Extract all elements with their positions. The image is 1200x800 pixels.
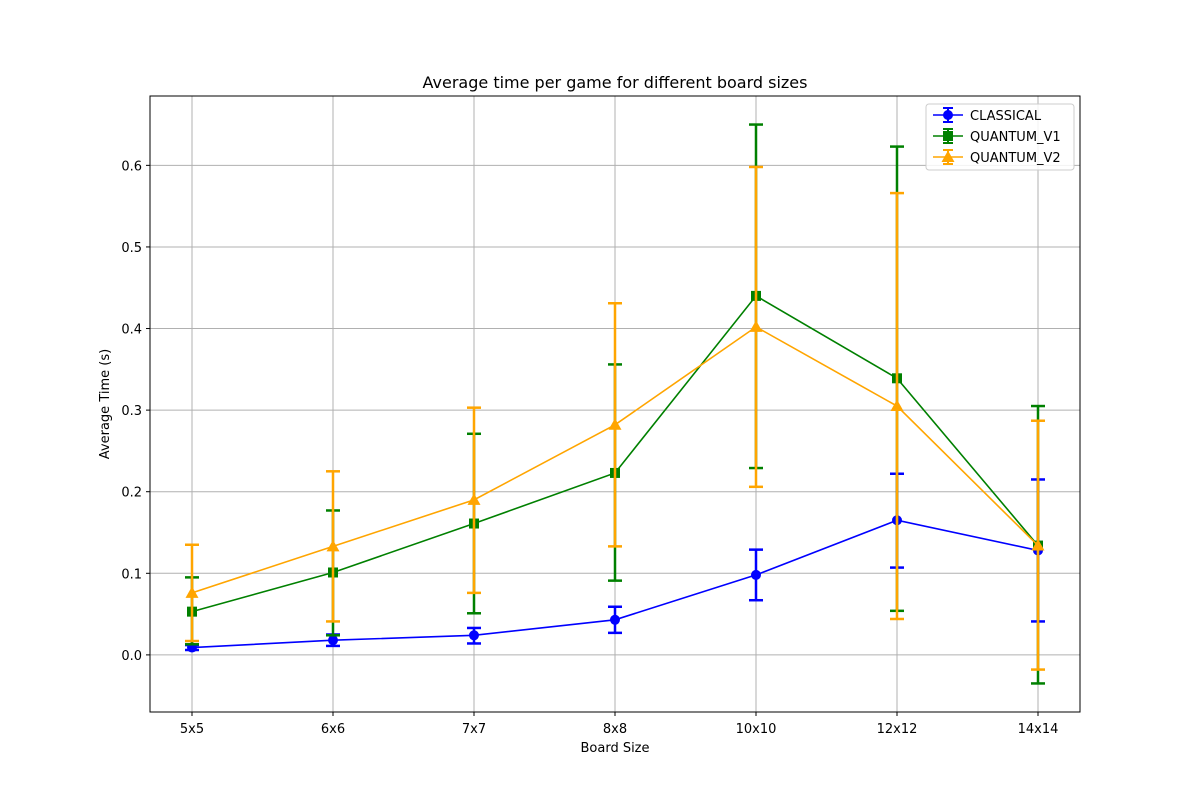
data-point bbox=[328, 635, 338, 646]
legend-item: QUANTUM_V2 bbox=[933, 149, 1061, 166]
legend-marker bbox=[941, 150, 955, 162]
x-tick-label: 14x14 bbox=[1018, 722, 1059, 737]
y-tick-label: 0.5 bbox=[121, 241, 142, 256]
legend-label: CLASSICAL bbox=[970, 109, 1042, 124]
y-axis-label: Average Time (s) bbox=[98, 349, 113, 459]
series-layer bbox=[185, 123, 1045, 685]
legend-box bbox=[925, 103, 1075, 171]
series-quantum-v2 bbox=[185, 165, 1045, 671]
legend-item: CLASSICAL bbox=[933, 107, 1042, 124]
x-tick-label: 8x8 bbox=[603, 722, 627, 737]
data-point bbox=[467, 493, 481, 505]
data-point bbox=[610, 614, 620, 625]
x-axis: 5x5 6x6 7x7 8x8 10x10 12x12 14x14 bbox=[180, 712, 1059, 737]
y-tick-label: 0.1 bbox=[121, 567, 142, 582]
legend-marker bbox=[943, 110, 953, 120]
legend-label: QUANTUM_V1 bbox=[970, 130, 1061, 145]
y-tick-label: 0.4 bbox=[121, 323, 142, 338]
y-axis: 0.0 0.1 0.2 0.3 0.4 0.5 0.6 bbox=[121, 159, 150, 664]
data-point bbox=[185, 586, 199, 598]
x-tick-label: 12x12 bbox=[877, 722, 918, 737]
x-tick-label: 6x6 bbox=[321, 722, 345, 737]
data-point bbox=[469, 630, 479, 641]
data-point bbox=[749, 320, 763, 332]
data-point bbox=[1031, 539, 1045, 551]
chart-title: Average time per game for different boar… bbox=[423, 73, 808, 92]
data-point bbox=[608, 418, 622, 430]
x-axis-label: Board Size bbox=[580, 741, 649, 756]
data-point bbox=[890, 399, 904, 412]
data-point bbox=[326, 539, 340, 552]
x-tick-label: 7x7 bbox=[462, 722, 486, 737]
legend-marker bbox=[943, 131, 953, 141]
y-tick-label: 0.3 bbox=[121, 404, 142, 419]
x-tick-label: 5x5 bbox=[180, 722, 204, 737]
legend-item: QUANTUM_V1 bbox=[933, 128, 1061, 145]
legend-label: QUANTUM_V2 bbox=[970, 151, 1061, 166]
x-tick-label: 10x10 bbox=[736, 722, 777, 737]
y-tick-label: 0.0 bbox=[121, 649, 142, 664]
data-point bbox=[751, 569, 761, 580]
legend: CLASSICAL QUANTUM_V1 QUANTUM_V2 bbox=[925, 103, 1075, 171]
y-tick-label: 0.2 bbox=[121, 486, 142, 501]
y-tick-label: 0.6 bbox=[121, 159, 142, 174]
